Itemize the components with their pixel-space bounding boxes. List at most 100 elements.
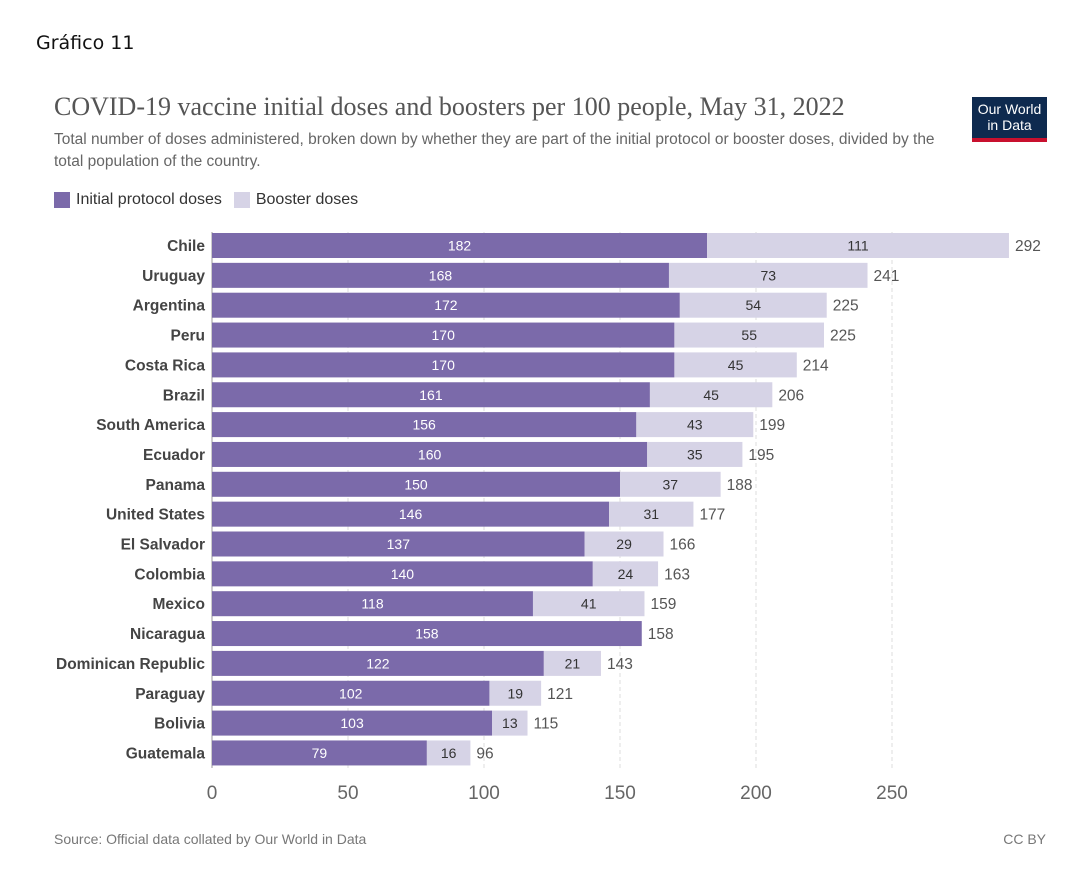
category-label: Argentina bbox=[133, 298, 206, 315]
bar-booster-label: 37 bbox=[663, 476, 679, 492]
bar-booster bbox=[532, 591, 645, 617]
bar-chart: 0 50 100 150 200 250 Chile 182 111 292 Uruguay 168 7… bbox=[56, 232, 1041, 804]
category-label: Uruguay bbox=[142, 268, 205, 285]
bar-initial-label: 160 bbox=[418, 446, 442, 462]
chart-legend: Initial protocol doses Booster doses bbox=[54, 191, 370, 209]
bar-initial-label: 156 bbox=[412, 417, 436, 433]
bar-total-label: 163 bbox=[664, 566, 690, 583]
bar-total-label: 159 bbox=[650, 596, 676, 613]
category-label: Ecuador bbox=[143, 447, 205, 464]
category-label: El Salvador bbox=[121, 537, 205, 554]
bar-booster bbox=[674, 352, 797, 378]
x-tick-label: 200 bbox=[740, 783, 772, 804]
category-label: United States bbox=[106, 507, 205, 524]
bar-initial bbox=[212, 561, 593, 587]
bar-initial bbox=[212, 322, 675, 348]
bar-booster bbox=[674, 322, 824, 348]
category-label: Guatemala bbox=[126, 745, 206, 762]
bar-total-label: 195 bbox=[748, 447, 774, 464]
category-label: Peru bbox=[171, 328, 205, 345]
bar-booster bbox=[489, 680, 542, 706]
bar-initial-label: 170 bbox=[432, 327, 456, 343]
bar-initial bbox=[212, 710, 493, 736]
bar-initial bbox=[212, 292, 680, 318]
bar-booster-label: 45 bbox=[728, 357, 744, 373]
bar-total-label: 158 bbox=[648, 626, 674, 643]
bar-initial bbox=[212, 352, 675, 378]
bar-initial-label: 172 bbox=[434, 297, 458, 313]
bar-total-label: 292 bbox=[1015, 238, 1041, 255]
bar-total-label: 115 bbox=[534, 716, 559, 733]
category-label: South America bbox=[96, 417, 205, 434]
bar-initial bbox=[212, 680, 490, 706]
bar-initial-label: 103 bbox=[340, 715, 364, 731]
category-label: Brazil bbox=[163, 387, 205, 404]
bar-initial-label: 79 bbox=[312, 745, 328, 761]
bar-initial-label: 161 bbox=[419, 387, 443, 403]
bar-booster-label: 55 bbox=[741, 327, 757, 343]
bar-booster-label: 54 bbox=[745, 297, 761, 313]
bar-booster bbox=[426, 740, 471, 766]
bar-initial bbox=[212, 531, 585, 557]
legend-item-booster[interactable]: Booster doses bbox=[233, 191, 359, 209]
bar-initial-label: 182 bbox=[448, 238, 472, 254]
bar-total-label: 241 bbox=[874, 268, 900, 285]
owid-logo[interactable]: Our World in Data bbox=[972, 97, 1047, 142]
logo-line-2: in Data bbox=[987, 117, 1032, 133]
bar-initial-label: 140 bbox=[391, 566, 415, 582]
bar-booster bbox=[609, 501, 694, 527]
category-label: Mexico bbox=[152, 596, 205, 613]
bar-initial bbox=[212, 591, 533, 617]
bar-initial bbox=[212, 471, 620, 497]
category-label: Chile bbox=[167, 238, 205, 255]
bar-booster-label: 24 bbox=[618, 566, 634, 582]
bar-initial-label: 137 bbox=[387, 536, 411, 552]
bar-booster-label: 73 bbox=[760, 267, 776, 283]
x-tick-label: 150 bbox=[604, 783, 636, 804]
category-label: Dominican Republic bbox=[56, 656, 205, 673]
legend-swatch-booster bbox=[233, 192, 250, 208]
bar-initial-label: 118 bbox=[361, 596, 384, 612]
bar-total-label: 225 bbox=[830, 328, 856, 345]
category-label: Panama bbox=[146, 477, 206, 494]
bar-total-label: 225 bbox=[833, 298, 859, 315]
category-label: Costa Rica bbox=[125, 357, 205, 374]
category-label: Nicaragua bbox=[130, 626, 205, 643]
bar-initial-label: 170 bbox=[432, 357, 456, 373]
bar-total-label: 206 bbox=[778, 387, 804, 404]
bar-booster-label: 35 bbox=[687, 446, 703, 462]
bar-initial-label: 122 bbox=[366, 655, 390, 671]
bar-total-label: 96 bbox=[476, 745, 493, 762]
bar-booster-label: 43 bbox=[687, 417, 703, 433]
bar-initial-label: 150 bbox=[404, 476, 428, 492]
x-tick-label: 0 bbox=[207, 783, 218, 804]
bar-total-label: 214 bbox=[803, 357, 829, 374]
bar-initial-label: 102 bbox=[339, 685, 363, 701]
legend-swatch-initial bbox=[54, 192, 70, 208]
bar-booster-label: 45 bbox=[703, 387, 719, 403]
bar-booster bbox=[620, 471, 721, 497]
page-caption: Gráfico 11 bbox=[36, 32, 135, 54]
category-label: Colombia bbox=[134, 566, 205, 583]
bar-booster bbox=[492, 710, 528, 736]
bar-booster bbox=[543, 650, 601, 676]
chart-title: COVID-19 vaccine initial doses and boost… bbox=[54, 92, 845, 121]
license-link[interactable]: CC BY bbox=[1003, 831, 1046, 847]
bar-total-label: 199 bbox=[759, 417, 785, 434]
x-tick-label: 100 bbox=[468, 783, 500, 804]
bar-initial bbox=[212, 262, 669, 288]
x-tick-label: 50 bbox=[337, 783, 358, 804]
bar-booster-label: 41 bbox=[581, 596, 597, 612]
bar-booster bbox=[707, 233, 1009, 258]
legend-item-initial[interactable]: Initial protocol doses bbox=[54, 191, 222, 209]
chart-subtitle: Total number of doses administered, brok… bbox=[54, 131, 935, 170]
bar-total-label: 177 bbox=[699, 507, 725, 524]
bar-total-label: 121 bbox=[547, 686, 573, 703]
bar-booster-label: 111 bbox=[847, 238, 868, 254]
legend-label-booster: Booster doses bbox=[255, 191, 359, 208]
bar-booster bbox=[679, 292, 827, 318]
bar-booster-label: 21 bbox=[565, 655, 581, 671]
bar-initial-label: 168 bbox=[429, 267, 453, 283]
bar-initial bbox=[212, 441, 648, 467]
bar-initial bbox=[212, 382, 650, 408]
